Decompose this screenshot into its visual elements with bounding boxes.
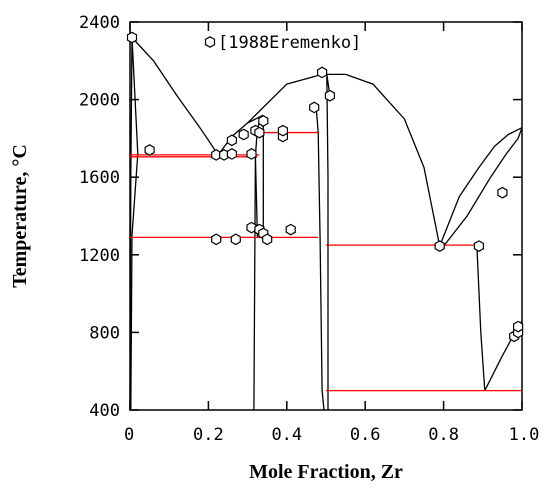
y-tick-label: 2400 <box>79 13 120 33</box>
data-point-marker <box>324 89 335 102</box>
plot-frame <box>129 21 523 411</box>
phase-boundary-line <box>130 37 139 411</box>
x-tick-label: 0 <box>124 425 134 445</box>
legend-marker-icon <box>204 36 216 48</box>
data-point-marker <box>473 240 484 252</box>
data-point-marker <box>238 128 249 141</box>
data-point-marker <box>262 233 273 246</box>
y-axis-label: Temperature, °C <box>9 144 31 288</box>
x-tick-label: 0.6 <box>350 425 381 445</box>
y-tick-label: 800 <box>89 323 120 343</box>
y-tick-label: 2000 <box>79 91 120 111</box>
x-tick-label: 0.2 <box>193 425 224 445</box>
y-tick-label: 1200 <box>79 246 120 266</box>
phase-boundary-line <box>254 155 259 238</box>
data-point-marker <box>211 233 222 246</box>
phase-boundary-line <box>443 127 523 247</box>
data-point-marker <box>434 240 445 252</box>
data-point-marker <box>317 66 328 79</box>
data-points <box>126 31 524 343</box>
y-tick-label: 400 <box>89 401 120 421</box>
phase-boundary-line <box>129 36 219 411</box>
data-point-marker <box>512 320 524 333</box>
data-point-marker <box>144 144 155 156</box>
phase-boundary-line <box>439 127 523 247</box>
phase-boundary-line <box>258 122 264 240</box>
y-tick-label: 1600 <box>79 168 120 188</box>
x-axis-label: Mole Fraction, Zr <box>249 461 403 483</box>
data-point-marker <box>258 115 269 127</box>
phase-boundary-line <box>253 122 261 411</box>
phase-boundary-line <box>315 107 325 411</box>
data-point-marker <box>226 134 237 147</box>
data-point-marker <box>309 101 320 114</box>
data-point-marker <box>246 221 257 234</box>
data-point-marker <box>254 126 265 139</box>
data-point-marker <box>285 223 296 236</box>
axis-ticks: 0 0.2 0.4 0.6 0.8 1.0 400 800 1200 1600 2000 2400 <box>79 13 539 445</box>
data-point-marker <box>277 124 288 137</box>
data-point-marker <box>246 148 257 160</box>
data-point-marker <box>126 31 138 44</box>
x-tick-label: 1.0 <box>509 425 540 445</box>
data-point-marker <box>230 233 241 246</box>
legend: [1988Eremenko] <box>204 33 361 53</box>
x-tick-label: 0.8 <box>428 425 459 445</box>
isotherm-lines <box>130 131 522 392</box>
phase-boundary-line <box>476 246 486 391</box>
phase-boundary-line <box>247 73 441 247</box>
phase-boundary-line <box>326 73 331 410</box>
data-point-marker <box>226 148 237 160</box>
data-point-marker <box>497 186 508 199</box>
x-tick-label: 0.4 <box>271 425 302 445</box>
phase-boundary-line <box>217 114 264 156</box>
legend-label: [1988Eremenko] <box>218 33 361 53</box>
